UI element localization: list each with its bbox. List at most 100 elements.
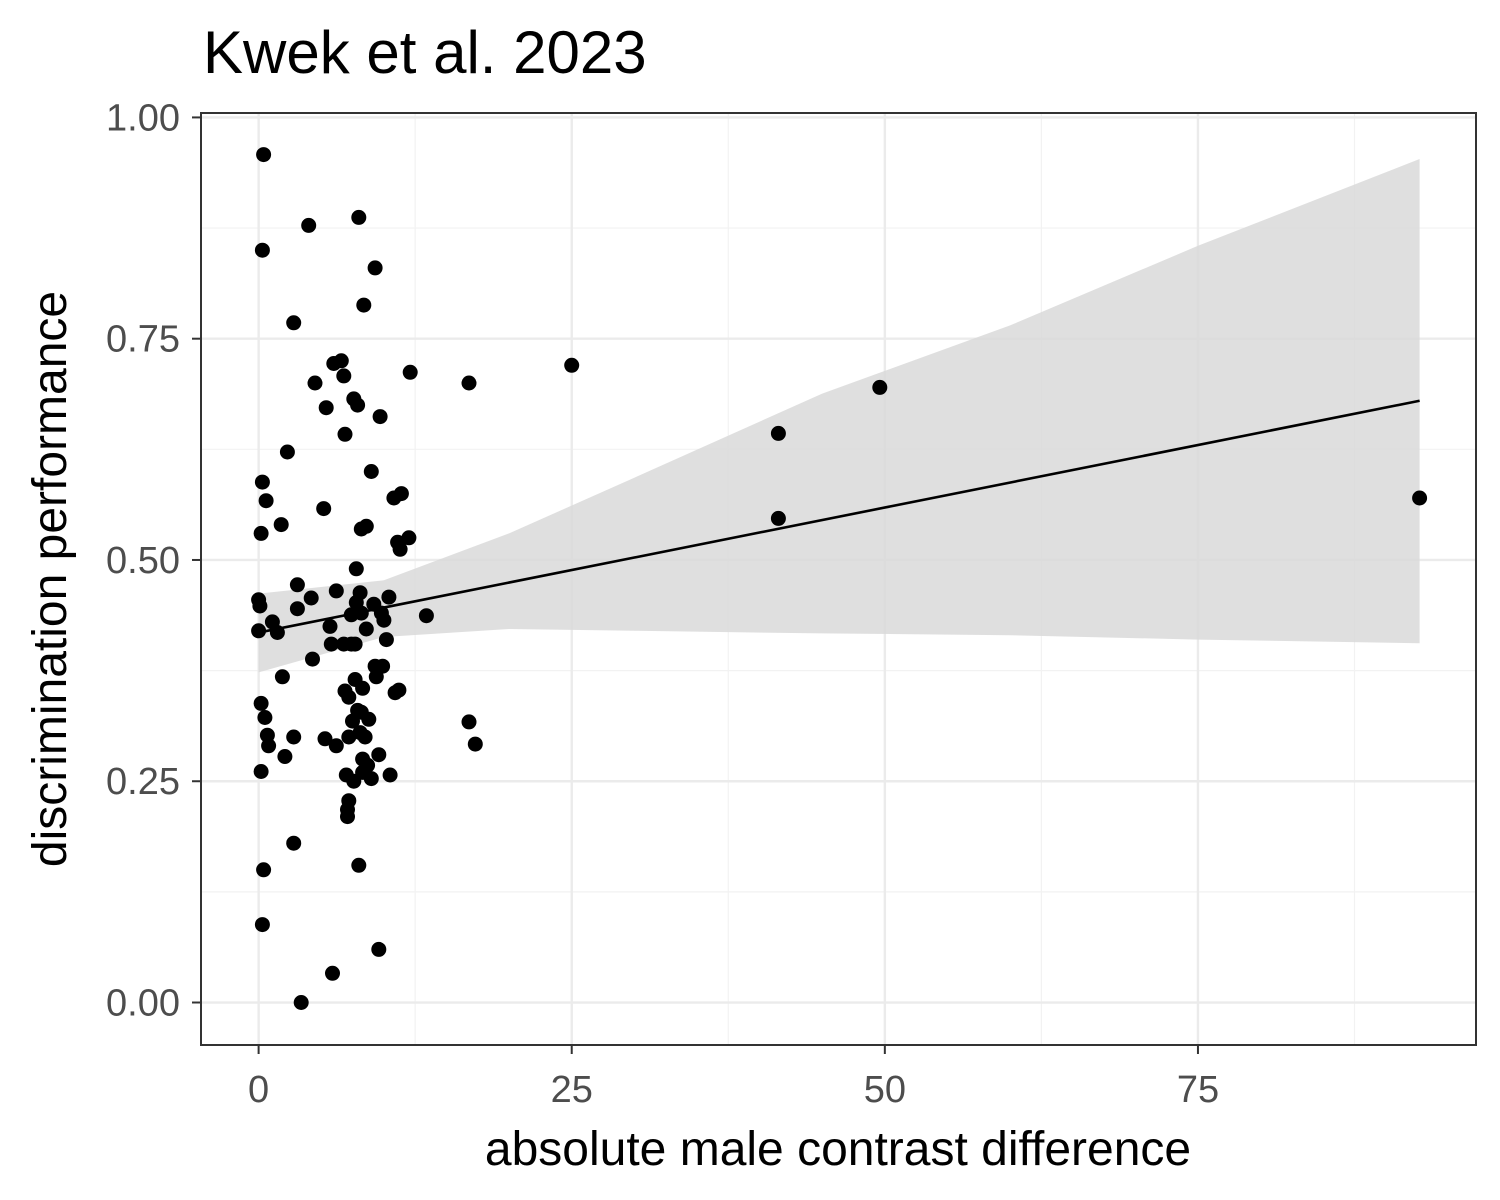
data-point [367,260,383,276]
x-tick-label: 75 [1177,1069,1219,1111]
data-point [316,501,332,517]
data-point [253,525,269,541]
data-point [341,689,357,705]
data-point [392,541,408,557]
data-point [317,731,333,747]
data-point [261,738,277,754]
data-point [254,474,270,490]
data-point [372,409,388,425]
data-point [375,658,391,674]
y-axis: 0.00 0.25 0.50 0.75 1.00 [106,97,201,1025]
data-point [355,680,371,696]
data-point [357,729,373,745]
data-point [353,605,369,621]
data-point [318,400,334,416]
data-point [391,682,407,698]
data-point [341,793,357,809]
data-point [402,364,418,380]
data-point [323,636,339,652]
y-axis-title: discrimination performance [24,291,77,867]
data-point [371,747,387,763]
data-point [303,590,319,606]
x-axis-title: absolute male contrast difference [485,1123,1191,1176]
data-point [274,669,290,685]
data-point [337,426,353,442]
data-point [336,368,352,384]
data-point [301,217,317,233]
data-point [363,771,379,787]
data-point [358,518,374,534]
data-point [356,297,372,313]
y-tick-label: 0.25 [106,761,180,803]
data-point [401,530,417,546]
data-point [289,577,305,593]
y-tick-label: 0.50 [106,540,180,582]
data-point [269,625,285,640]
data-point [872,379,888,395]
data-point [376,612,392,628]
data-point [348,561,364,577]
data-point [461,714,477,730]
data-point [341,729,357,745]
data-point [371,941,387,957]
data-point [378,632,394,648]
data-point [273,517,289,533]
data-point [257,710,273,725]
data-point [286,835,302,851]
panel-border [200,112,1477,1046]
data-point [307,375,323,391]
y-tick-label: 0.75 [106,319,180,361]
data-point [363,464,379,479]
data-point [333,353,349,369]
confidence-ribbon [258,159,1420,673]
data-point [256,862,272,878]
data-point [564,357,580,373]
data-point [256,147,272,163]
data-point [1412,490,1428,506]
data-point [253,695,269,711]
data-point [381,589,397,605]
data-point [252,598,268,614]
data-point [351,857,367,873]
data-point [382,767,398,783]
data-point [322,618,338,634]
y-tick-label: 0.00 [106,983,180,1025]
x-tick-label: 25 [551,1069,593,1111]
data-point [350,397,366,413]
data-point [328,583,344,599]
data-point [393,486,409,502]
x-tick-label: 0 [248,1069,269,1111]
data-point [351,209,367,225]
data-point [352,585,368,601]
data-point [347,636,363,652]
data-point [286,729,302,745]
data-point [305,651,320,667]
data-point [360,757,376,773]
data-point [358,621,374,637]
data-point [770,510,786,526]
data-point [254,917,270,933]
data-point [258,493,274,509]
data-point [328,738,344,754]
data-point [253,764,269,779]
data-point [286,315,302,331]
data-point [251,623,267,639]
x-tick-label: 50 [864,1069,906,1111]
data-point [293,995,309,1010]
data-point [461,375,477,391]
data-points [251,147,1428,1010]
data-point [277,749,293,764]
data-point [361,711,377,727]
x-axis: 0 25 50 75 [248,1045,1219,1111]
data-point [467,736,483,752]
data-point [254,242,270,258]
regression-line [258,399,1420,634]
y-tick-label: 1.00 [106,97,180,139]
data-point [770,425,786,441]
data-point [279,444,295,460]
data-point [325,965,340,981]
data-point [418,608,434,624]
chart-title: Kwek et al. 2023 [203,19,647,86]
data-point [289,601,305,617]
